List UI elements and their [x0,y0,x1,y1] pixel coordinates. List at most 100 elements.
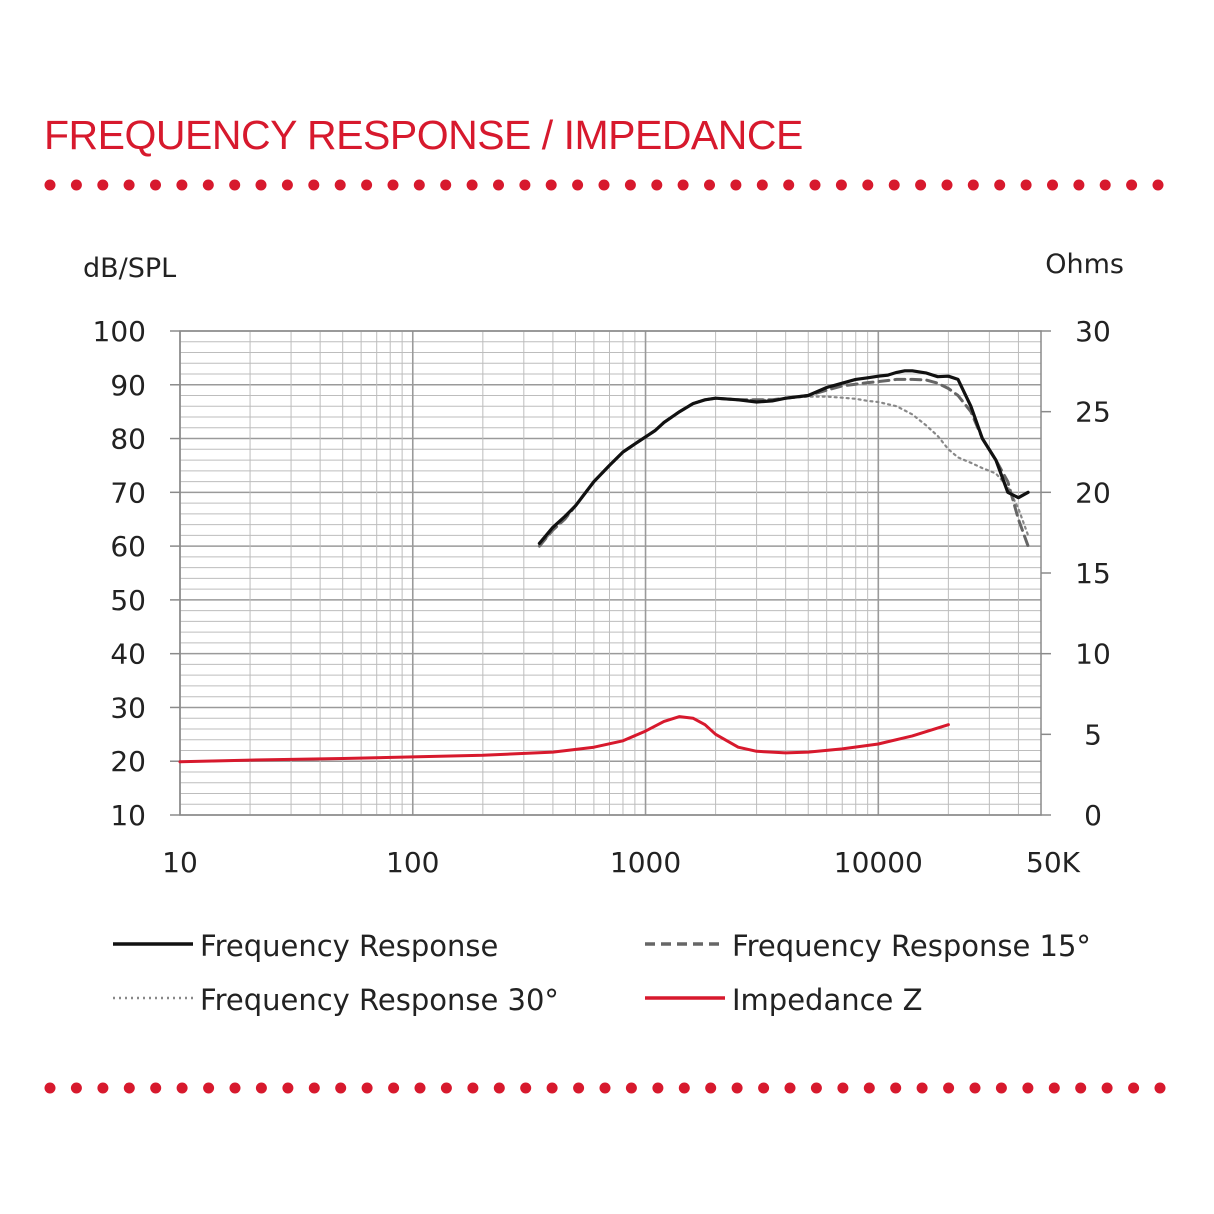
divider-dot [890,1082,902,1094]
divider-dot [493,179,504,191]
divider-dot [652,1082,664,1094]
divider-dot [994,179,1006,191]
divider-dot [1128,1082,1140,1094]
divider-dot [1047,179,1058,191]
divider-dot [282,1082,294,1094]
y-tick-label-left: 70 [110,476,146,509]
y-tick-label-left: 100 [93,315,146,348]
divider-dot [572,179,584,191]
divider-dot [969,1082,981,1094]
divider-dot [361,179,373,191]
divider-dot [1022,1082,1034,1094]
chart-series [178,369,1030,764]
divider-dot [150,1082,162,1094]
series-line-frequency-response [537,369,1030,545]
divider-dot [335,1082,347,1094]
y-tick-label-left: 40 [110,638,146,671]
divider-dot [862,179,874,191]
divider-dot [837,1082,849,1094]
divider-dot [625,1082,637,1094]
divider-dot [545,179,557,191]
divider-dot [520,1082,532,1094]
divider-dot [995,1082,1007,1094]
divider-dot [967,179,979,191]
divider-dot [651,179,663,191]
y-tick-label-left: 20 [110,745,146,778]
divider-dot [730,179,742,191]
divider-dot [123,179,135,191]
divider-dot [1020,179,1032,191]
divider-dot [387,179,399,191]
divider-dot [1152,179,1164,191]
x-tick-label: 10 [162,846,198,879]
divider-dot [784,1082,796,1094]
divider-dot [202,179,214,191]
divider-dot [1099,179,1111,191]
divider-dot [916,1082,928,1094]
divider-dot [809,179,821,191]
y-axis-label-right: Ohms [1045,249,1124,280]
divider-dot [361,1082,373,1094]
divider-dot [888,179,900,191]
y-tick-label-left: 90 [110,369,146,402]
divider-dot [783,179,795,191]
divider-dot [308,1082,320,1094]
x-tick-label: 100 [386,846,439,879]
y-tick-label-left: 10 [110,799,146,832]
divider-dot [203,1082,215,1094]
divider-dot [493,1082,505,1094]
divider-dot [308,179,320,191]
divider-dot [943,1082,955,1094]
y-tick-label-right: 20 [1075,476,1111,509]
series-line-impedance-z [178,715,950,764]
y-tick-label-left: 80 [110,423,146,456]
divider-dot [519,179,531,191]
legend-label: Impedance Z [732,983,922,1017]
y-tick-label-left: 30 [110,691,146,724]
divider-dot [1075,1082,1087,1094]
divider-dot [440,179,452,191]
y-tick-label-left: 50 [110,584,146,617]
y-tick-label-right: 30 [1075,315,1111,348]
divider-dot [70,179,82,191]
divider-dot [334,179,346,191]
y-tick-label-right: 15 [1075,557,1111,590]
legend: Frequency Response Frequency Response 15°… [113,929,1091,1017]
divider-dot [255,1082,267,1094]
x-tick-label: 50K [1026,846,1081,879]
divider-dot [1126,179,1138,191]
divider-dot [97,179,109,191]
legend-label: Frequency Response [200,929,498,963]
divider-dot [835,179,847,191]
divider-dot [756,179,768,191]
divider-dot [440,1082,452,1094]
chart-title: FREQUENCY RESPONSE / IMPEDANCE [44,112,803,158]
dotted-divider-bottom [44,1082,1166,1094]
divider-dot [599,1082,611,1094]
divider-dot [598,179,610,191]
divider-dot [97,1082,109,1094]
divider-dot [1048,1082,1060,1094]
divider-dot [466,179,478,191]
divider-dot [573,1082,585,1094]
divider-dot [388,1082,400,1094]
chart-grid [170,330,1051,816]
divider-dot [413,179,425,191]
divider-dot [467,1082,479,1094]
divider-dot [150,179,161,191]
divider-dot [70,1082,82,1094]
divider-dot [1154,1082,1166,1094]
divider-dot [546,1082,558,1094]
series-line-frequency-response-30 [538,395,1030,548]
divider-dot [229,1082,241,1094]
divider-dot [941,179,953,191]
divider-dot [176,1082,188,1094]
divider-dot [810,1082,822,1094]
x-tick-label: 10000 [834,846,923,879]
legend-label: Frequency Response 30° [200,983,559,1017]
divider-dot [44,179,56,191]
y-axis-label-left: dB/SPL [83,253,176,284]
divider-dot [255,179,267,191]
